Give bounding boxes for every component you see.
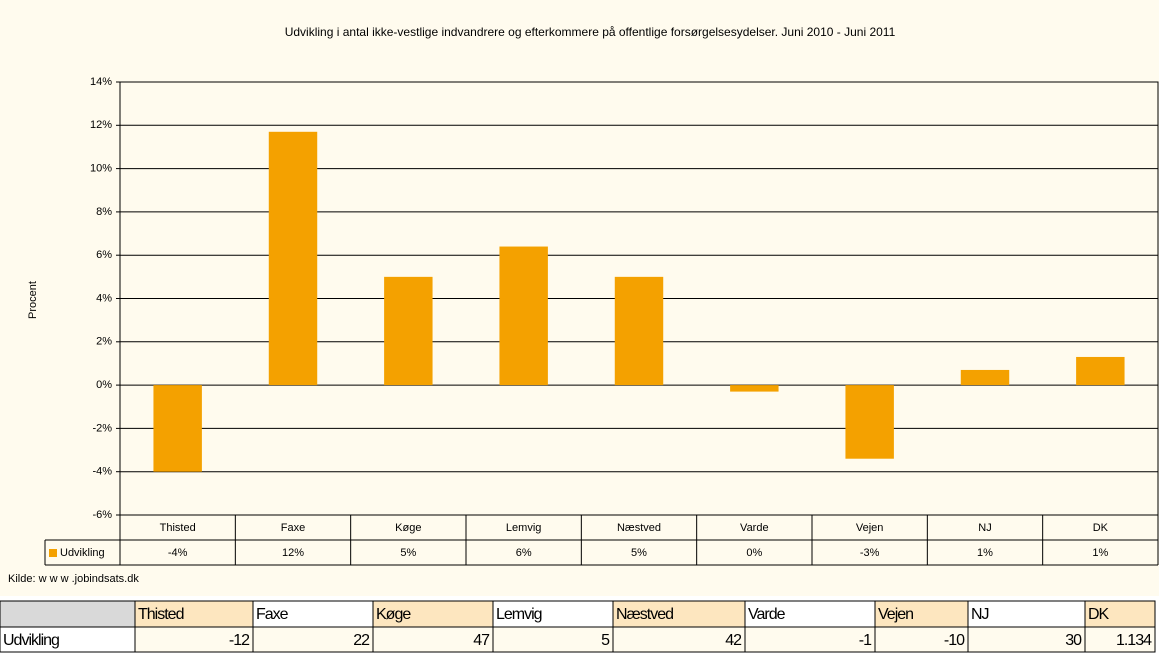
y-tick-label: 14%: [90, 76, 112, 88]
cell-text: 42: [725, 632, 742, 649]
y-tick-label: -6%: [92, 509, 112, 521]
bar: [614, 276, 664, 386]
header-text: Varde: [748, 606, 786, 623]
x-tick-label: Lemvig: [506, 522, 541, 534]
cell-text: 5: [601, 632, 610, 649]
corner-cell: [0, 600, 136, 628]
header-cell: [492, 600, 614, 628]
header-text: Næstved: [616, 606, 673, 623]
header-text: Vejen: [878, 606, 913, 623]
value-label: 0%: [746, 547, 762, 559]
value-label: 6%: [516, 547, 532, 559]
legend-key: [49, 549, 57, 557]
value-label: 5%: [400, 547, 416, 559]
y-axis-label: Procent: [27, 281, 39, 319]
chart-title: Udvikling i antal ikke-vestlige indvandr…: [285, 25, 896, 39]
header-cell: [134, 600, 254, 628]
header-text: Køge: [376, 606, 411, 623]
bar: [153, 385, 202, 472]
bar: [384, 276, 433, 386]
row-head-cell: [0, 626, 136, 653]
y-tick-label: 12%: [90, 119, 112, 131]
x-tick-label: Næstved: [617, 522, 661, 534]
header-cell: [372, 600, 494, 628]
cell: [134, 626, 254, 653]
y-tick-label: 2%: [96, 336, 112, 348]
source: Kilde: w w w .jobindsats.dk: [8, 573, 139, 585]
value-label: -4%: [168, 547, 188, 559]
value-label: 12%: [282, 547, 304, 559]
value-label: -3%: [860, 547, 880, 559]
row-label: Udvikling: [3, 632, 59, 649]
x-tick-label: Køge: [395, 522, 421, 534]
cell-text: -12: [229, 632, 250, 649]
cell-text: -1: [859, 632, 872, 649]
header-text: Faxe: [256, 606, 289, 623]
x-tick-label: Thisted: [160, 522, 196, 534]
cell: [874, 626, 969, 653]
y-tick-label: -2%: [92, 422, 112, 434]
cell-text: -10: [944, 632, 965, 649]
y-tick-label: 10%: [90, 163, 112, 175]
y-tick-label: 4%: [96, 292, 112, 304]
x-tick-label: Vejen: [856, 522, 884, 534]
x-tick-label: DK: [1093, 522, 1109, 534]
cell: [252, 626, 374, 653]
y-tick-label: 8%: [96, 206, 112, 218]
cell: [1084, 626, 1156, 653]
bar: [1076, 356, 1125, 386]
y-tick-label: 0%: [96, 379, 112, 391]
header-cell: [967, 600, 1086, 628]
value-label: 1%: [977, 547, 993, 559]
bar: [730, 385, 779, 392]
legend-label: Udvikling: [60, 547, 105, 559]
value-label: 5%: [631, 547, 647, 559]
x-tick-label: Faxe: [281, 522, 305, 534]
x-tick-label: NJ: [978, 522, 991, 534]
y-tick-label: -4%: [92, 466, 112, 478]
bar: [845, 385, 894, 459]
cell: [744, 626, 876, 653]
header-text: Thisted: [138, 606, 184, 623]
cell-text: 30: [1065, 632, 1082, 649]
bar: [268, 131, 318, 386]
cell-text: 1.134: [1116, 632, 1152, 649]
header-cell: [612, 600, 746, 628]
cell-text: 22: [353, 632, 370, 649]
cell: [612, 626, 746, 653]
header-text: Lemvig: [496, 606, 542, 623]
bar: [960, 369, 1010, 386]
value-label: 1%: [1092, 547, 1108, 559]
header-text: DK: [1088, 606, 1110, 623]
cell-text: 47: [473, 632, 490, 649]
header-text: NJ: [971, 606, 989, 623]
header-cell: [1084, 600, 1156, 628]
bar: [499, 246, 548, 386]
cell: [492, 626, 614, 653]
x-tick-label: Varde: [740, 522, 769, 534]
y-tick-label: 6%: [96, 249, 112, 261]
